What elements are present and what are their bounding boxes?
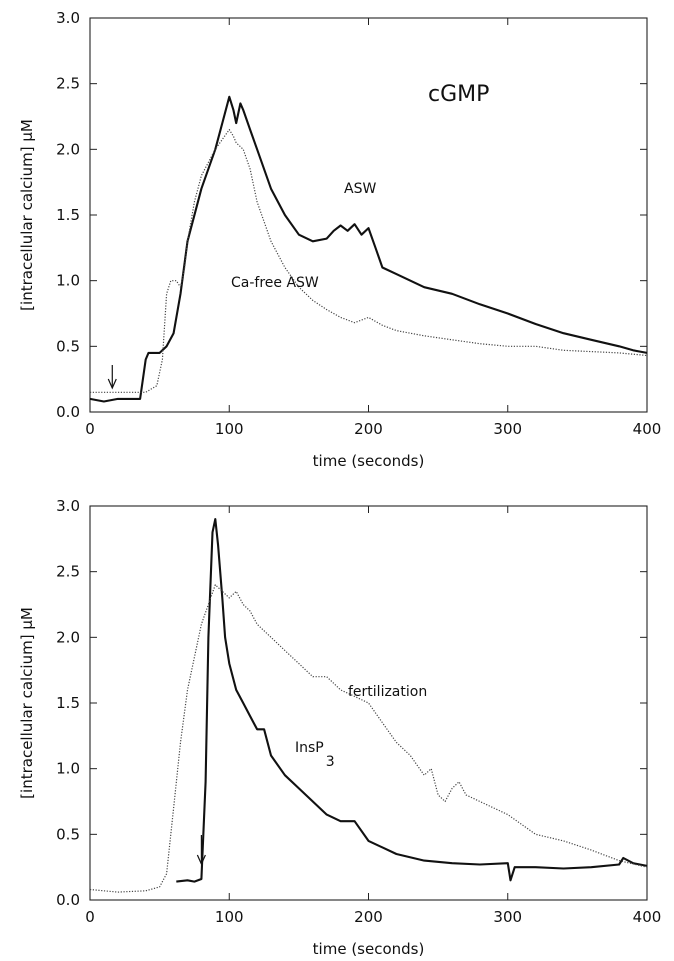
annotation-fertilization: fertilization [348, 684, 427, 700]
series-line-fertilization [89, 584, 648, 893]
tick-marks [89, 505, 648, 901]
y-tick-label: 2.0 [56, 628, 80, 646]
y-tick-labels: 0.0 0.5 1.0 1.5 2.0 2.5 3.0 [56, 497, 80, 909]
x-tick-label: 0 [85, 908, 95, 926]
x-axis-title: time (seconds) [313, 452, 425, 470]
tick-marks [89, 17, 648, 413]
y-tick-label: 0.5 [56, 337, 80, 355]
x-tick-label: 300 [493, 908, 522, 926]
arrow-head [196, 854, 206, 866]
series-line-ca-free-asw [90, 129, 648, 393]
x-tick-label: 100 [215, 420, 244, 438]
y-tick-labels: 0.0 0.5 1.0 1.5 2.0 2.5 3.0 [56, 9, 80, 421]
annotation-asw: ASW [344, 181, 376, 197]
series-line-insp3 [176, 518, 648, 883]
x-tick-labels: 0 100 200 300 400 [85, 908, 661, 926]
y-tick-label: 1.0 [56, 760, 80, 778]
y-tick-label: 2.5 [56, 563, 80, 581]
y-tick-label: 3.0 [56, 497, 80, 515]
y-axis-title: [intracellular calcium] µM [18, 119, 36, 311]
x-tick-label: 200 [354, 908, 383, 926]
x-tick-label: 400 [633, 908, 662, 926]
y-tick-label: 1.0 [56, 272, 80, 290]
y-tick-label: 2.5 [56, 75, 80, 93]
x-tick-labels: 0 100 200 300 400 [85, 420, 661, 438]
x-tick-label: 400 [633, 420, 662, 438]
panel-label-cgmp: cGMP [428, 82, 489, 107]
y-axis-title: [intracellular calcium] µM [18, 607, 36, 799]
arrow-head [107, 378, 117, 390]
y-tick-label: 0.0 [56, 403, 80, 421]
y-tick-label: 1.5 [56, 694, 80, 712]
x-tick-label: 300 [493, 420, 522, 438]
y-tick-label: 0.0 [56, 891, 80, 909]
y-tick-label: 3.0 [56, 9, 80, 27]
annotation-insp-main: InsP [295, 740, 324, 756]
panel-bottom: 0 100 200 300 400 0.0 0.5 1.0 1.5 2.0 2.… [18, 497, 661, 958]
x-tick-label: 0 [85, 420, 95, 438]
arrow-icon [196, 835, 206, 866]
panel-top: 0 100 200 300 400 0.0 0.5 1.0 1.5 2.0 2.… [18, 9, 661, 470]
x-axis-title: time (seconds) [313, 940, 425, 958]
x-tick-label: 100 [215, 908, 244, 926]
series-line-asw [89, 95, 648, 403]
series-group [89, 518, 648, 893]
annotation-insp: InsP3 [295, 740, 335, 770]
series-group [89, 95, 648, 403]
arrow-icon [107, 365, 117, 390]
annotation-insp-subscript: 3 [326, 754, 335, 770]
y-tick-label: 0.5 [56, 825, 80, 843]
annotation-ca-free-asw: Ca-free ASW [231, 275, 319, 291]
plot-frame [89, 17, 648, 413]
y-tick-label: 2.0 [56, 140, 80, 158]
x-tick-label: 200 [354, 420, 383, 438]
y-tick-label: 1.5 [56, 206, 80, 224]
